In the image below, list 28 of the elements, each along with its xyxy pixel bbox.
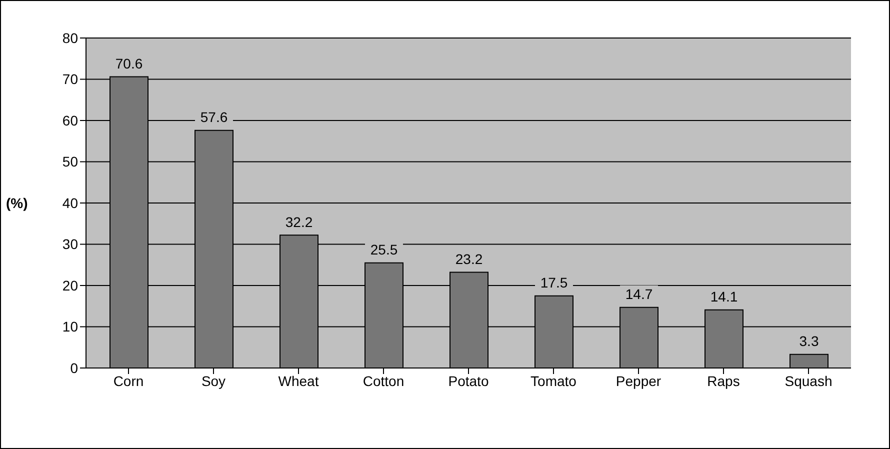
y-tick-label: 50 <box>62 154 78 170</box>
x-tick-label: Cotton <box>362 372 404 389</box>
x-tick-label: Tomato <box>530 372 577 389</box>
y-tick-label: 30 <box>62 236 78 252</box>
x-tick-label: Pepper <box>616 372 662 389</box>
x-tick-label: Squash <box>784 372 832 389</box>
data-label: 14.1 <box>710 288 738 305</box>
data-label: 25.5 <box>370 242 398 258</box>
data-label: 32.2 <box>285 214 313 230</box>
y-tick-label: 60 <box>62 112 78 128</box>
data-label: 17.5 <box>540 274 568 291</box>
y-tick-label: 80 <box>62 30 78 46</box>
data-label: 14.7 <box>625 286 653 302</box>
y-tick-label: 70 <box>62 71 78 88</box>
x-tick-label: Soy <box>201 372 226 389</box>
y-tick-label: 10 <box>62 318 78 335</box>
x-tick-label: Raps <box>707 372 740 389</box>
y-tick-label: 20 <box>62 277 78 294</box>
x-tick-label: Corn <box>113 372 144 389</box>
y-tick-label: 0 <box>70 360 78 376</box>
x-tick-label: Wheat <box>278 372 319 389</box>
data-label: 57.6 <box>200 109 228 126</box>
data-label: 23.2 <box>455 251 483 268</box>
y-axis-title: (%) <box>6 194 28 211</box>
y-tick-label: 40 <box>62 194 78 211</box>
data-label: 3.3 <box>799 333 819 350</box>
x-tick-label: Potato <box>448 372 489 389</box>
data-label: 70.6 <box>115 55 143 72</box>
